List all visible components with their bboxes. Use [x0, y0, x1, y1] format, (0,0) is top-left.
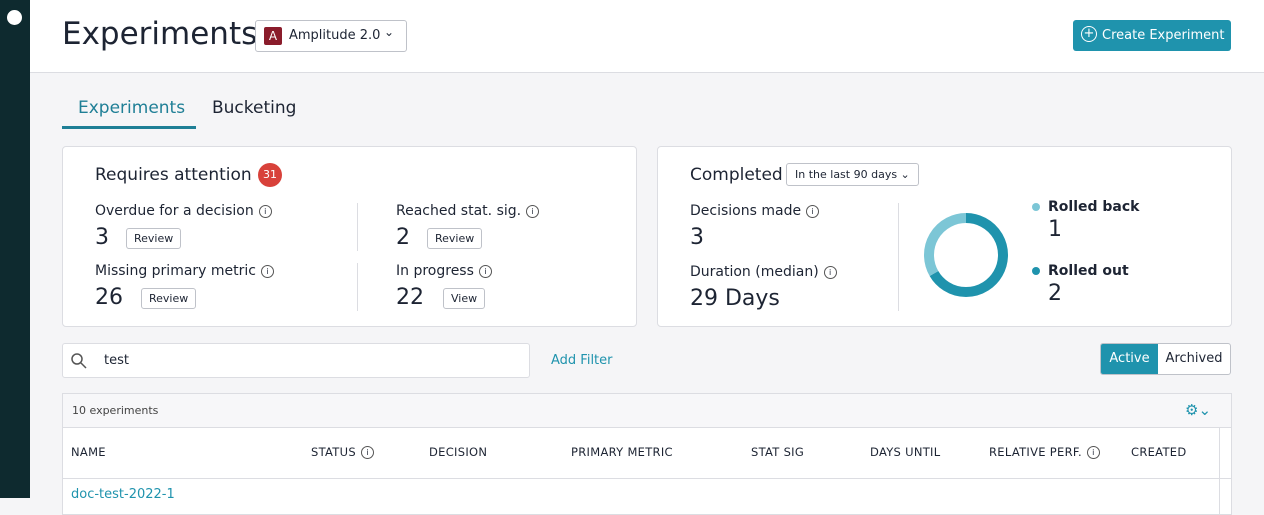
- experiment-link[interactable]: doc-test-2022-1: [71, 487, 175, 502]
- tab-underline: [62, 126, 196, 129]
- legend-dot: [1032, 203, 1040, 211]
- range-label: In the last 90 days: [795, 168, 898, 181]
- metric-value: 3: [690, 225, 704, 250]
- legend-label: Rolled out: [1048, 263, 1129, 279]
- metric-label: Reached stat. sig.: [396, 203, 522, 219]
- chevron: ⌄: [384, 25, 395, 39]
- project-selector[interactable]: A Amplitude 2.0 ⌄: [255, 20, 407, 52]
- column-header: PRIMARY METRIC: [571, 445, 673, 459]
- column-header: NAME: [71, 445, 106, 459]
- add-filter-link[interactable]: Add Filter: [551, 353, 613, 368]
- tab[interactable]: Bucketing: [212, 98, 297, 118]
- requires-attention-card: Requires attention 31 Overdue for a deci…: [62, 146, 637, 327]
- toggle-active[interactable]: Active: [1101, 344, 1158, 374]
- metric-value: 22: [396, 285, 424, 310]
- legend-label: Rolled back: [1048, 199, 1140, 215]
- search-query: test: [104, 353, 129, 368]
- legend-value: 1: [1048, 217, 1062, 242]
- donut-segment: [929, 213, 1008, 297]
- tab[interactable]: Experiments: [78, 98, 186, 118]
- metric-label: In progress: [396, 263, 474, 279]
- range-selector[interactable]: In the last 90 days ⌄: [786, 163, 919, 186]
- column-header: RELATIVE PERF.: [989, 445, 1082, 459]
- metric-value: 2: [396, 225, 410, 250]
- button-label: Create Experiment: [1102, 28, 1225, 43]
- search-box[interactable]: test: [62, 343, 530, 378]
- column-header: STATUS: [311, 445, 356, 459]
- project-name: Amplitude 2.0: [289, 28, 381, 43]
- column-header: DAYS UNTIL: [870, 445, 941, 459]
- card-title: Requires attention: [95, 165, 252, 185]
- card-title: Completed: [690, 165, 783, 185]
- experiments-table: 10 experiments ⚙⌄: [62, 393, 1232, 515]
- donut-segment: [924, 213, 967, 276]
- sidebar: [0, 0, 30, 498]
- metric-label: Overdue for a decision: [95, 203, 254, 219]
- view-button[interactable]: View: [443, 288, 486, 309]
- completed-card: Completed In the last 90 days ⌄ Decision…: [657, 146, 1232, 327]
- header: [30, 0, 1264, 73]
- create-experiment-button[interactable]: + Create Experiment: [1073, 20, 1231, 51]
- review-button[interactable]: Review: [141, 288, 197, 309]
- metric-label: Duration (median): [690, 264, 819, 280]
- page-title: Experiments: [62, 16, 258, 52]
- search-icon: [71, 353, 87, 369]
- review-button[interactable]: Review: [126, 228, 182, 249]
- column-header: STAT SIG: [751, 445, 805, 459]
- settings-button[interactable]: ⚙⌄: [1185, 401, 1212, 419]
- column-header: CREATED: [1131, 445, 1187, 459]
- experiment-count: 10 experiments: [72, 404, 159, 417]
- project-badge: A: [264, 27, 282, 45]
- legend-value: 2: [1048, 281, 1062, 306]
- metric-value: 26: [95, 285, 123, 310]
- outcome-donut: [924, 213, 1008, 297]
- logo[interactable]: [7, 10, 22, 25]
- view-toggle: Active Archived: [1100, 343, 1231, 375]
- review-button[interactable]: Review: [427, 228, 483, 249]
- legend-dot: [1032, 267, 1040, 275]
- toggle-archived[interactable]: Archived: [1165, 351, 1223, 366]
- metric-value: 3: [95, 225, 109, 250]
- metric-label: Missing primary metric: [95, 263, 256, 279]
- count-badge: 31: [258, 163, 282, 187]
- metric-label: Decisions made: [690, 203, 802, 219]
- metric-value: 29 Days: [690, 286, 780, 311]
- column-header: DECISION: [429, 445, 488, 459]
